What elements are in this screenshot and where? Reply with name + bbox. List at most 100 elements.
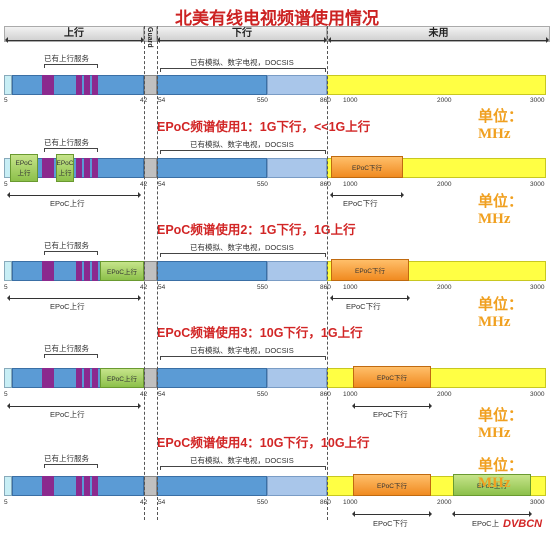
existing-up-label: 已有上行服务 xyxy=(44,54,89,63)
purple-block xyxy=(92,158,98,178)
tick-550: 550 xyxy=(257,391,268,398)
epoc-down-block: EPoC下行 xyxy=(353,474,431,496)
epoc-down-arrow-label: EPoC下行 xyxy=(373,410,408,419)
unit-label: 单位：MHz xyxy=(478,408,524,441)
existing-up-brace xyxy=(44,64,98,68)
tick-2000: 2000 xyxy=(437,181,452,188)
epoc-up-block: EPoC 上行 xyxy=(56,154,74,182)
unused-segment xyxy=(327,75,546,95)
tick-1000: 1000 xyxy=(343,97,358,104)
epoc-down-arrow-label: EPoC下行 xyxy=(373,519,408,528)
tick-550: 550 xyxy=(257,181,268,188)
purple-block xyxy=(92,476,98,496)
tick-54: 54 xyxy=(158,499,166,506)
existing-up-brace xyxy=(44,354,98,358)
purple-block xyxy=(84,476,90,496)
tick-3000: 3000 xyxy=(530,181,545,188)
tick-1000: 1000 xyxy=(343,181,358,188)
epoc-up-arrow xyxy=(7,192,141,198)
epoc-up-arrow xyxy=(7,295,141,301)
tick-3000: 3000 xyxy=(530,391,545,398)
epoc-up-arrow-label: EPoC上行 xyxy=(50,199,85,208)
downstream-segment xyxy=(157,368,267,388)
boundary-line-860 xyxy=(327,26,328,520)
tick-2000: 2000 xyxy=(437,391,452,398)
tick-54: 54 xyxy=(158,391,166,398)
unit-label: 单位：MHz xyxy=(478,458,524,491)
purple-block xyxy=(92,261,98,281)
epoc-up-block-label: EPoC xyxy=(56,159,74,167)
tick-42: 42 xyxy=(140,284,148,291)
existing-down-brace xyxy=(160,253,326,257)
watermark-logo: DVBCN xyxy=(503,518,543,530)
tick-550: 550 xyxy=(257,97,268,104)
downstream-segment xyxy=(157,75,267,95)
guard-segment xyxy=(144,158,157,178)
epoc-up-block-label: EPoC xyxy=(15,159,33,167)
spectrum-bar xyxy=(4,368,546,388)
purple-block xyxy=(42,158,54,178)
tick-42: 42 xyxy=(140,391,148,398)
downstream-light-segment xyxy=(267,75,327,95)
tick-1000: 1000 xyxy=(343,391,358,398)
existing-up-label: 已有上行服务 xyxy=(44,241,89,250)
purple-block xyxy=(84,158,90,178)
existing-down-brace xyxy=(160,150,326,154)
epoc-up-arrow xyxy=(452,511,532,517)
edge-segment xyxy=(4,261,12,281)
purple-block xyxy=(76,75,82,95)
epoc-up-block-label: 上行 xyxy=(58,169,72,177)
guard-segment xyxy=(144,368,157,388)
tick-550: 550 xyxy=(257,284,268,291)
tick-2000: 2000 xyxy=(437,284,452,291)
tick-54: 54 xyxy=(158,97,166,104)
purple-block xyxy=(42,261,54,281)
scenario-row: 已有上行服务 已有模拟、数字电视，DOCSIS EPoC上行 EPoC下行 5 … xyxy=(0,235,554,330)
scenario-title: EPoC频谱使用2：1G下行，1G上行 xyxy=(157,223,356,237)
tick-5: 5 xyxy=(4,181,8,188)
scenario-title: EPoC频谱使用4：10G下行，10G上行 xyxy=(157,436,370,450)
downstream-segment xyxy=(157,158,267,178)
unused-range-arrow xyxy=(328,37,549,43)
epoc-up-block: EPoC上行 xyxy=(453,474,531,496)
tick-54: 54 xyxy=(158,284,166,291)
tick-3000: 3000 xyxy=(530,284,545,291)
downstream-light-segment xyxy=(267,476,327,496)
boundary-line-42 xyxy=(144,26,145,520)
purple-block xyxy=(42,368,54,388)
existing-down-label: 已有模拟、数字电视，DOCSIS xyxy=(190,346,294,355)
existing-up-label: 已有上行服务 xyxy=(44,344,89,353)
downstream-range-arrow xyxy=(157,37,327,43)
tick-860: 860 xyxy=(320,181,331,188)
edge-segment xyxy=(4,476,12,496)
spectrum-bar xyxy=(4,261,546,281)
purple-block xyxy=(76,476,82,496)
purple-block xyxy=(92,75,98,95)
epoc-up-arrow xyxy=(7,403,141,409)
tick-860: 860 xyxy=(320,391,331,398)
downstream-light-segment xyxy=(267,261,327,281)
epoc-down-arrow xyxy=(352,511,432,517)
unit-label: 单位：MHz xyxy=(478,194,524,227)
tick-860: 860 xyxy=(320,499,331,506)
purple-block xyxy=(76,368,82,388)
row-current: 已有上行服务 已有模拟、数字电视，DOCSIS 5 42 54 550 860 … xyxy=(0,50,554,142)
epoc-up-block: EPoC上行 xyxy=(100,261,144,281)
tick-42: 42 xyxy=(140,499,148,506)
downstream-segment xyxy=(157,261,267,281)
epoc-up-arrow-label: EPoC上行 xyxy=(50,410,85,419)
purple-block xyxy=(42,75,54,95)
header-upstream: 上行 xyxy=(4,26,144,42)
epoc-down-block: EPoC下行 xyxy=(331,259,409,281)
downstream-light-segment xyxy=(267,158,327,178)
tick-3000: 3000 xyxy=(530,97,545,104)
purple-block xyxy=(84,368,90,388)
epoc-up-block: EPoC 上行 xyxy=(10,154,38,182)
unit-label: 单位：MHz xyxy=(478,297,524,330)
tick-5: 5 xyxy=(4,97,8,104)
existing-up-label: 已有上行服务 xyxy=(44,138,89,147)
tick-5: 5 xyxy=(4,391,8,398)
epoc-up-arrow-label: EPoC上 xyxy=(472,519,500,528)
tick-42: 42 xyxy=(140,181,148,188)
guard-segment xyxy=(144,476,157,496)
